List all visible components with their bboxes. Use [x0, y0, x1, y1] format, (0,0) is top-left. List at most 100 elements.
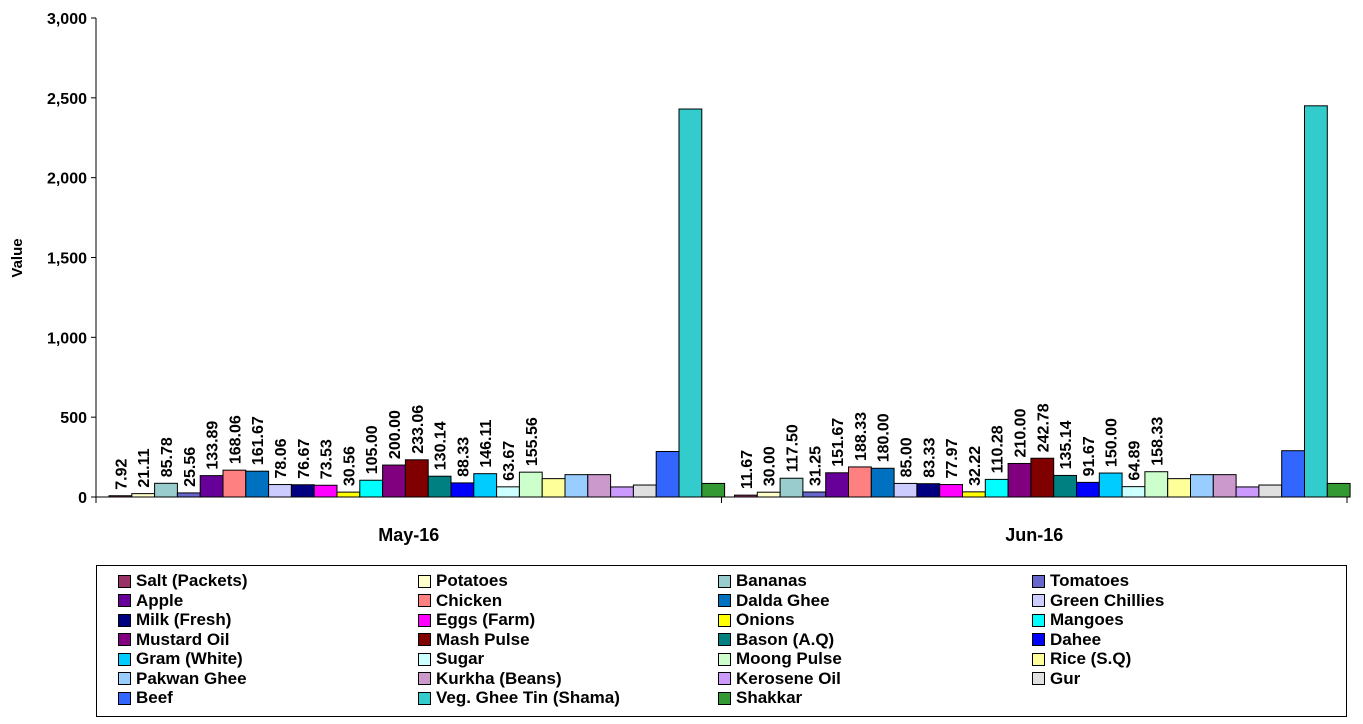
data-label: 85.00 [899, 437, 916, 477]
legend-swatch [1032, 574, 1045, 588]
legend-swatch [1032, 633, 1045, 646]
bar [313, 484, 338, 498]
legend-label: Green Chillies [1050, 590, 1165, 610]
legend-item: Apple [118, 591, 183, 610]
bar [382, 464, 406, 498]
data-label: 88.33 [455, 437, 472, 477]
legend-label: Shakkar [736, 688, 803, 707]
legend-swatch [718, 652, 731, 666]
bar [222, 469, 247, 498]
bar [1098, 472, 1123, 498]
bar [131, 493, 156, 498]
bar [473, 473, 498, 498]
data-label: 63.67 [501, 441, 518, 481]
data-label: 85.78 [159, 437, 176, 477]
x-axis: May-16 Jun-16 [95, 496, 1348, 545]
legend-swatch [718, 574, 731, 588]
legend-item: Rice (S.Q) [1032, 649, 1132, 668]
data-label: 180.00 [876, 413, 893, 462]
bar [199, 475, 224, 498]
legend-swatch [418, 613, 431, 627]
bar [359, 479, 384, 498]
legend-label: Bason (A.Q) [736, 629, 835, 649]
legend-label: Pakwan Ghee [136, 668, 247, 688]
bar [541, 478, 566, 498]
legend-swatch [118, 691, 131, 705]
data-label: 158.33 [1149, 417, 1166, 466]
legend-item: Potatoes [418, 571, 508, 590]
data-label: 32.22 [967, 446, 984, 486]
data-label: 11.67 [739, 450, 756, 489]
bar [450, 482, 475, 498]
data-label: 21.11 [136, 448, 153, 487]
bar [655, 450, 680, 498]
data-label: 146.11 [478, 420, 495, 468]
data-label: 64.89 [1127, 440, 1144, 480]
data-labels: 7.92 21.11 85.78 25.56 133.89 168.06 161.67 78.… [113, 403, 1166, 490]
data-label: 150.00 [1104, 418, 1121, 467]
legend-swatch [418, 574, 431, 588]
legend-item: Mustard Oil [118, 629, 230, 649]
bar [290, 484, 315, 498]
legend-item: Sugar [418, 649, 485, 668]
bar-chart: 0 500 1,000 1,500 2,000 2,500 3,000 7.92 21.11 8… [9, 11, 1351, 545]
legend-item: Eggs (Farm) [418, 610, 535, 629]
legend-swatch [718, 594, 731, 607]
y-tick-label: 500 [60, 410, 87, 427]
y-tick-label: 2,000 [47, 171, 87, 188]
legend-item: Mangoes [1032, 610, 1124, 629]
legend-swatch [118, 652, 131, 666]
legend-item: Gram (White) [118, 649, 243, 668]
legend-swatch [1032, 652, 1045, 666]
bar [610, 486, 634, 498]
legend-label: Mangoes [1050, 610, 1124, 629]
legend-item: Bason (A.Q) [718, 629, 835, 649]
legend-label: Rice (S.Q) [1050, 649, 1132, 668]
bar [427, 475, 452, 498]
y-tick-label: 3,000 [47, 11, 87, 28]
legend-item: Onions [718, 610, 795, 629]
legend-label: Gur [1050, 668, 1081, 688]
bar [678, 108, 703, 498]
bar [756, 491, 781, 498]
data-label: 105.00 [364, 425, 381, 474]
legend-swatch [118, 613, 131, 627]
legend-item: Salt (Packets) [118, 571, 248, 590]
legend-label: Salt (Packets) [136, 571, 248, 590]
bar [1258, 484, 1283, 498]
bar [268, 484, 292, 498]
legend-item: Shakkar [718, 688, 803, 707]
y-tick-label: 1,500 [47, 251, 87, 268]
legend-label: Gram (White) [136, 649, 243, 668]
bar [1007, 462, 1032, 498]
legend-label: Sugar [436, 649, 485, 668]
legend-item: Moong Pulse [718, 649, 842, 668]
data-label: 30.00 [762, 446, 779, 486]
legend-label: Kurkha (Beans) [436, 668, 562, 688]
legend-item: Kerosene Oil [718, 668, 841, 688]
bar [1053, 474, 1077, 498]
legend-swatch [718, 613, 731, 627]
bar-series [108, 105, 1351, 498]
bar [848, 466, 872, 498]
legend-item: Dalda Ghee [718, 591, 830, 610]
bar [154, 482, 178, 498]
bar [1326, 482, 1351, 498]
legend-label: Beef [136, 688, 173, 707]
bar [1190, 474, 1214, 498]
bar [587, 474, 612, 498]
data-label: 210.00 [1013, 408, 1030, 457]
bar [518, 471, 543, 498]
data-label: 117.50 [785, 424, 802, 472]
bar [1235, 486, 1260, 498]
data-label: 242.78 [1035, 403, 1052, 452]
data-label: 133.89 [205, 421, 222, 470]
legend-label: Mustard Oil [136, 629, 230, 649]
legend-label: Kerosene Oil [736, 668, 841, 688]
legend-label: Potatoes [436, 571, 508, 590]
bar [1144, 471, 1169, 498]
legend-label: Bananas [736, 571, 807, 590]
legend-swatch [1032, 613, 1045, 627]
x-category-label: May-16 [378, 525, 439, 545]
bar [1304, 105, 1328, 498]
